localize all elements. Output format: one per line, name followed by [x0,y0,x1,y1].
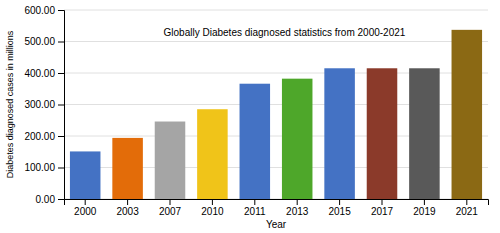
x-tick: 2011 [244,199,266,217]
y-tick-mark [58,10,64,11]
x-tick-mark [254,199,255,205]
x-tick-mark [127,199,128,205]
x-tick: 2019 [413,199,436,217]
x-tick: 2000 [74,199,97,217]
x-tick-label: 2017 [371,206,394,217]
x-tick-mark [297,199,298,205]
y-tick-mark [58,105,64,106]
y-tick-label: 400.00 [24,68,55,79]
grid-line [64,41,488,42]
bar [367,68,398,199]
x-tick: 2017 [371,199,394,217]
bar [324,68,355,199]
x-tick-mark [212,199,213,205]
x-tick-label: 2000 [74,206,97,217]
bar [240,84,271,199]
y-tick-mark [58,42,64,43]
x-tick: 2013 [286,199,309,217]
y-tick-label: 200.00 [24,131,55,142]
x-tick: 2021 [456,199,479,217]
x-tick-mark [382,199,383,205]
y-tick-mark [58,136,64,137]
y-tick: 400.00 [24,68,64,79]
y-axis-title: Diabetes diagnosed cases in millions [5,30,15,178]
bar [282,79,313,199]
chart: 2000 2003 2007 2010 2011 2013 2015 2017 2019 2021… [0,0,500,233]
y-tick-label: 0.00 [36,194,56,205]
x-tick-mark [339,199,340,205]
y-tick-label: 100.00 [24,162,55,173]
grid-line [64,10,488,11]
x-axis: 2000 2003 2007 2010 2011 2013 2015 2017 2019 2021 [65,199,489,217]
y-axis: 0.00 100.00 200.00 300.00 400.00 500.00 600.00 [24,5,64,205]
x-tick: 2015 [328,199,351,217]
x-tick-label: 2015 [328,206,351,217]
y-tick-mark [58,199,64,200]
y-tick-mark [58,168,64,169]
y-tick: 200.00 [24,131,64,142]
x-tick-label: 2019 [413,206,436,217]
y-tick: 100.00 [24,162,64,173]
y-tick-label: 600.00 [24,5,55,16]
x-axis-title: Year [266,219,287,230]
x-tick: 2003 [116,199,139,217]
annotation: Globally Diabetes diagnosed statistics f… [164,27,406,38]
bar [112,138,143,199]
plot: 2000 2003 2007 2010 2011 2013 2015 2017 2019 2021… [24,5,488,217]
bar [409,68,440,199]
x-tick-mark [424,199,425,205]
bar [197,109,228,199]
bars [70,30,482,199]
y-tick: 600.00 [24,5,64,16]
x-tick-label: 2011 [244,206,266,217]
bar [452,30,483,199]
x-tick-mark [85,199,86,205]
y-tick-label: 500.00 [24,36,55,47]
x-tick: 2010 [201,199,224,217]
x-tick: 2007 [159,199,182,217]
y-tick-mark [58,73,64,74]
x-tick-label: 2013 [286,206,309,217]
x-tick-label: 2010 [201,206,224,217]
x-axis-line [65,200,489,206]
x-tick-mark [466,199,467,205]
y-tick: 300.00 [24,99,64,110]
x-tick-mark [170,199,171,205]
x-tick-label: 2007 [159,206,182,217]
y-tick: 0.00 [36,194,64,205]
bar [70,151,101,199]
grid [64,10,488,199]
y-tick: 500.00 [24,36,64,47]
y-tick-label: 300.00 [24,99,55,110]
bar [155,122,186,199]
y-axis-line [58,11,65,200]
x-tick-label: 2021 [456,206,479,217]
x-tick-label: 2003 [116,206,139,217]
